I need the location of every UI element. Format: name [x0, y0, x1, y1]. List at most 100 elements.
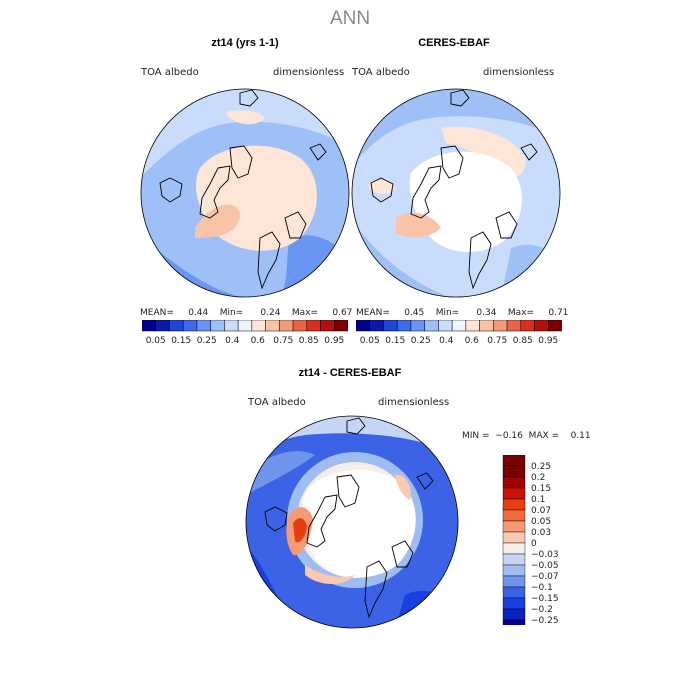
colorbar-tick-label: −0.1	[531, 583, 553, 593]
max-value: 0.67	[332, 308, 353, 318]
colorbar-swatch	[182, 320, 198, 332]
colorbar-swatch	[279, 320, 294, 332]
mean-label: MEAN=	[140, 308, 174, 318]
colorbar-tick-label: −0.25	[531, 616, 559, 625]
colorbar-swatch	[548, 320, 562, 332]
max-value: 0.11	[570, 431, 591, 441]
min-label: Min=	[435, 308, 460, 318]
panel2-variable-label: TOA albedo	[352, 67, 410, 78]
colorbar-tick-label: 0.2	[531, 473, 545, 483]
diff-colorbar: 0.250.20.150.10.070.050.030−0.03−0.05−0.…	[502, 455, 559, 625]
panel1-variable-label: TOA albedo	[141, 67, 199, 78]
colorbar-swatch	[196, 320, 211, 332]
max-label: MAX =	[528, 431, 560, 441]
colorbar-swatch	[237, 320, 253, 332]
panel2-stats: MEAN= 0.45 Min= 0.34 Max= 0.71	[356, 308, 568, 318]
colorbar-swatch	[493, 320, 508, 332]
panel1-stats: MEAN= 0.44 Min= 0.24 Max= 0.67	[140, 308, 352, 318]
diff-title: zt14 - CERES-EBAF	[298, 367, 402, 379]
colorbar-swatch	[502, 498, 526, 511]
mean-value: 0.44	[188, 308, 209, 318]
colorbar-tick-label: 0.05	[531, 517, 551, 527]
colorbar-swatch	[142, 320, 156, 332]
colorbar-swatch	[155, 320, 170, 332]
min-label: MIN =	[462, 431, 490, 441]
colorbar-tick-label: 0.15	[385, 336, 405, 346]
colorbar-tick-label: 0.05	[360, 336, 380, 346]
colorbar-tick-label: −0.15	[531, 594, 559, 604]
colorbar-tick-label: −0.07	[531, 572, 559, 582]
max-label: Max=	[291, 308, 319, 318]
colorbar-tick-label: 0.85	[299, 336, 319, 346]
colorbar-tick-label: 0.4	[439, 336, 454, 346]
min-value: 0.24	[260, 308, 281, 318]
colorbar-tick-label: 0.95	[324, 336, 344, 346]
colorbar-swatch	[320, 320, 335, 332]
colorbar-tick-label: 0.75	[273, 336, 293, 346]
mean-label: MEAN=	[356, 308, 390, 318]
colorbar-swatch	[251, 320, 266, 332]
colorbar-tick-label: 0.25	[411, 336, 431, 346]
colorbar-swatch	[502, 608, 526, 621]
colorbar-swatch	[502, 586, 526, 599]
colorbar-tick-label: 0.05	[146, 336, 166, 346]
diff-polar-map	[245, 415, 459, 629]
panel1-title: zt14 (yrs 1-1)	[211, 37, 279, 49]
colorbar-tick-label: 0.15	[531, 484, 551, 494]
colorbar-swatch	[502, 465, 526, 478]
colorbar-swatch	[520, 320, 535, 332]
colorbar-swatch	[424, 320, 439, 332]
colorbar-tick-label: 0.15	[171, 336, 191, 346]
panel1-colorbar: 0.05 0.15 0.25 0.4 0.6 0.75 0.85 0.95	[142, 320, 348, 346]
colorbar-swatch	[502, 542, 526, 555]
colorbar-tick-label: −0.2	[531, 605, 553, 615]
min-label: Min=	[219, 308, 244, 318]
colorbar-swatch	[502, 531, 526, 544]
panel1-units-label: dimensionless	[273, 67, 345, 78]
colorbar-swatch	[479, 320, 494, 332]
colorbar-swatch	[396, 320, 412, 332]
colorbar-swatch	[506, 320, 522, 332]
colorbar-tick-label: 0.1	[531, 495, 545, 505]
colorbar-tick-label: −0.03	[531, 550, 559, 560]
colorbar-swatch	[451, 320, 467, 332]
min-value: −0.16	[495, 431, 523, 441]
colorbar-swatch	[502, 597, 526, 610]
colorbar-swatch	[465, 320, 480, 332]
colorbar-tick-label: 0.6	[465, 336, 480, 346]
panel2-title: CERES-EBAF	[418, 37, 490, 49]
colorbar-tick-label: 0.75	[487, 336, 507, 346]
colorbar-swatch	[292, 320, 308, 332]
colorbar-tick-label: 0.25	[531, 462, 551, 472]
mean-value: 0.45	[404, 308, 425, 318]
colorbar-swatch	[410, 320, 425, 332]
colorbar-swatch	[502, 619, 526, 625]
colorbar-tick-label: 0.95	[538, 336, 558, 346]
colorbar-tick-label: 0.03	[531, 528, 551, 538]
max-value: 0.71	[548, 308, 569, 318]
colorbar-swatch	[502, 520, 526, 533]
colorbar-swatch	[502, 455, 526, 467]
panel2-colorbar: 0.05 0.15 0.25 0.4 0.6 0.75 0.85 0.95	[356, 320, 562, 346]
colorbar-swatch	[502, 487, 526, 500]
colorbar-tick-label: 0.6	[251, 336, 266, 346]
colorbar-swatch	[534, 320, 549, 332]
colorbar-tick-label: 0.4	[225, 336, 240, 346]
colorbar-swatch	[334, 320, 348, 332]
colorbar-swatch	[502, 509, 526, 522]
colorbar-swatch	[502, 553, 526, 566]
panel1-polar-map	[140, 88, 350, 298]
diff-min-max: MIN = −0.16 MAX = 0.11	[462, 431, 591, 441]
colorbar-tick-label: 0.25	[197, 336, 217, 346]
colorbar-tick-label: 0	[531, 539, 537, 549]
colorbar-swatch	[265, 320, 280, 332]
colorbar-swatch	[383, 320, 398, 332]
colorbar-swatch	[438, 320, 453, 332]
diff-variable-label: TOA albedo	[248, 397, 306, 408]
colorbar-swatch	[502, 564, 526, 577]
colorbar-swatch	[306, 320, 321, 332]
colorbar-swatch	[502, 476, 526, 489]
colorbar-swatch	[356, 320, 370, 332]
colorbar-tick-label: −0.05	[531, 561, 559, 571]
min-value: 0.34	[476, 308, 497, 318]
